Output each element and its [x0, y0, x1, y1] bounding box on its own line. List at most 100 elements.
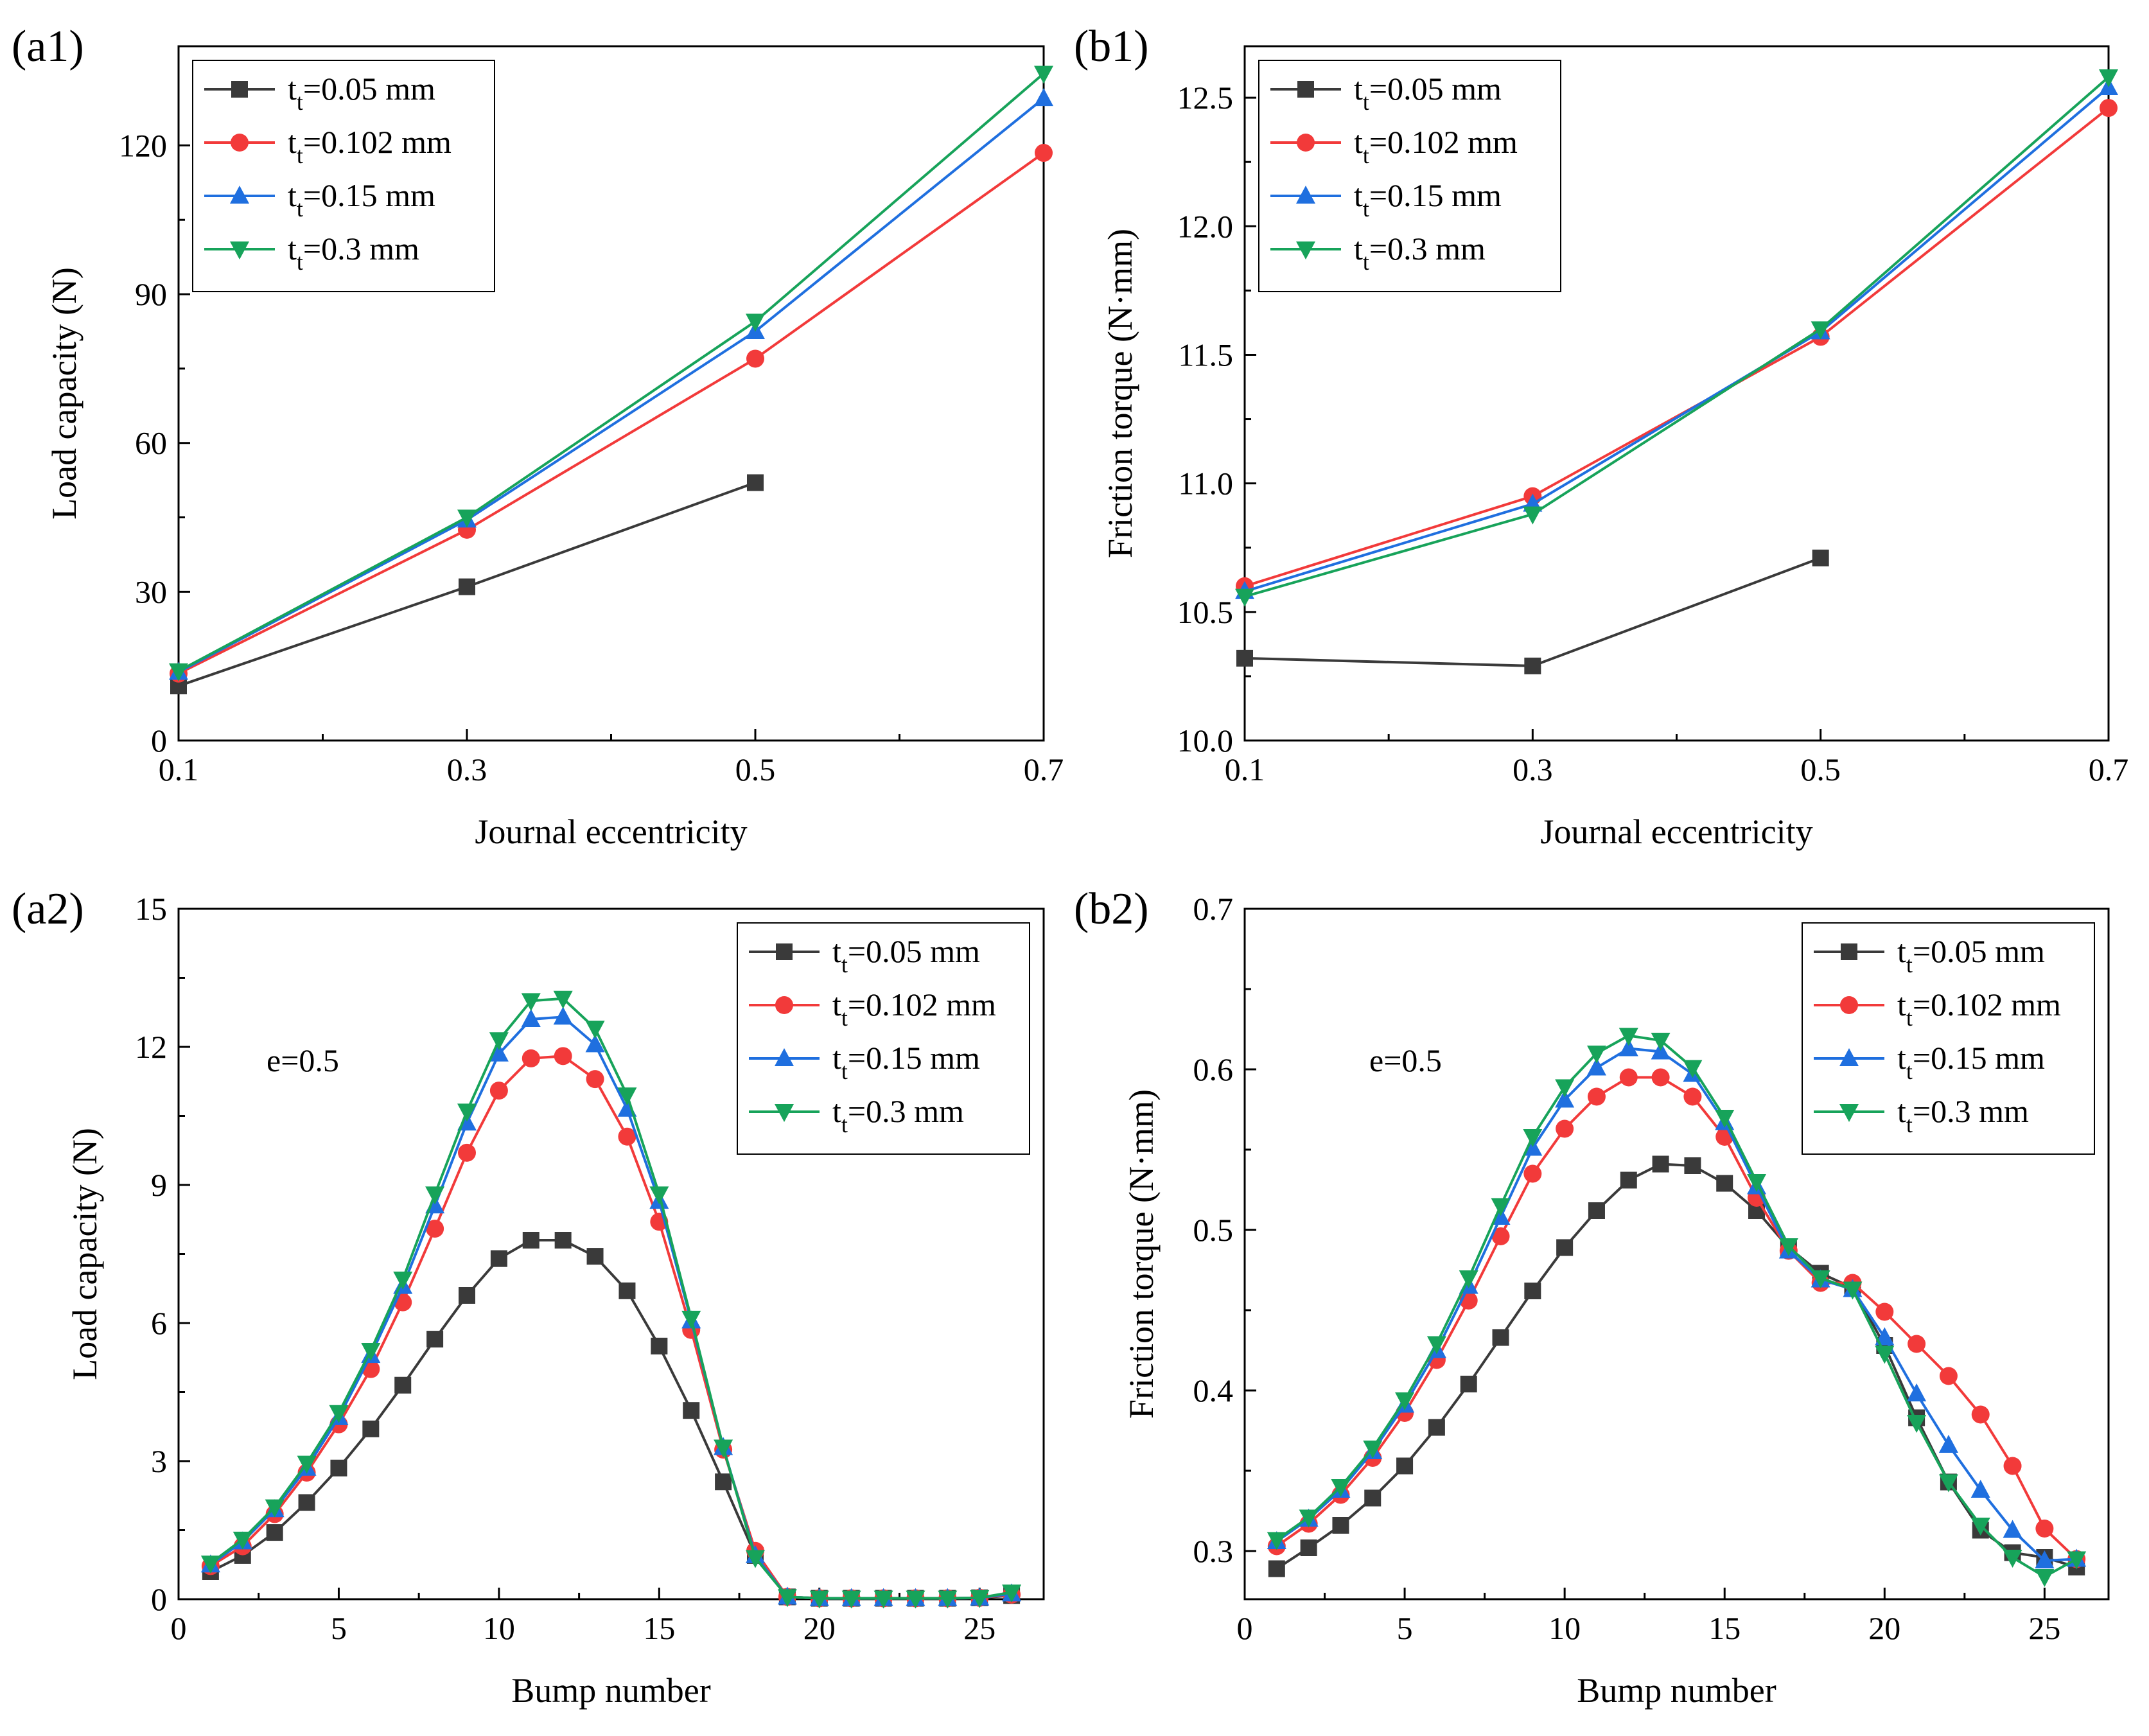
data-point: [1002, 1584, 1022, 1603]
y-tick-label: 3: [151, 1443, 167, 1479]
data-point: [1618, 1028, 1638, 1046]
data-point: [1588, 1202, 1605, 1219]
x-tick-label: 10: [483, 1610, 515, 1646]
y-tick-label: 90: [135, 276, 167, 312]
data-point: [1747, 1174, 1767, 1192]
data-point: [1331, 1479, 1351, 1497]
data-point: [393, 1271, 413, 1290]
legend-marker: [230, 241, 249, 259]
data-point: [1811, 321, 1830, 340]
y-tick-label: 11.5: [1178, 337, 1233, 373]
legend-label: tt=0.05 mm: [288, 71, 435, 115]
legend-label-subscript: t: [1363, 143, 1369, 168]
data-point: [2003, 1520, 2022, 1538]
legend-marker: [775, 996, 793, 1014]
series-line: [178, 152, 1045, 675]
data-point: [1523, 506, 1543, 525]
legend-label-main: t: [1354, 71, 1363, 107]
legend-label-subscript: t: [1363, 196, 1369, 222]
data-point: [618, 1127, 636, 1146]
data-point: [1034, 88, 1053, 107]
legend-label-main: t: [832, 986, 841, 1022]
data-point: [522, 1232, 539, 1249]
data-point: [426, 1220, 444, 1238]
data-point: [1460, 1376, 1477, 1392]
data-point: [553, 1006, 573, 1025]
x-tick-label: 15: [643, 1610, 675, 1646]
data-point: [714, 1439, 733, 1458]
data-point: [2035, 1569, 2055, 1587]
data-point: [1235, 588, 1254, 607]
legend-marker: [231, 134, 249, 152]
data-point: [1618, 1038, 1638, 1057]
data-point: [457, 509, 477, 528]
x-tick-label: 0.1: [1225, 751, 1265, 787]
x-tick-label: 0: [1237, 1610, 1253, 1646]
data-point: [2100, 99, 2118, 118]
data-point: [617, 1087, 637, 1106]
data-point: [2099, 69, 2118, 88]
data-point: [841, 1590, 861, 1609]
legend-label-subscript: t: [1906, 1058, 1913, 1084]
legend-label: tt=0.102 mm: [288, 124, 452, 168]
data-point: [1555, 1079, 1575, 1098]
data-point: [1971, 1405, 1990, 1424]
legend-label-rest: =0.3 mm: [1913, 1093, 2029, 1129]
data-point: [1683, 1087, 1702, 1106]
data-point: [459, 578, 475, 595]
data-point: [521, 993, 541, 1012]
y-tick-label: 60: [135, 425, 167, 461]
data-point: [1843, 1281, 1863, 1300]
panel-a1: (a1) 0.1 0.3 0.5 0.7 0 30 60 90 120 Journal eccent…: [12, 22, 1064, 851]
legend-label-main: t: [288, 71, 297, 107]
y-tick-label: 6: [151, 1305, 167, 1341]
series-line: [1244, 86, 2110, 593]
data-point: [362, 1420, 380, 1437]
y-tick-label: 15: [135, 891, 167, 927]
x-tick-label: 5: [1397, 1610, 1413, 1646]
data-point: [1492, 1329, 1509, 1346]
data-point: [873, 1590, 893, 1609]
data-point: [265, 1499, 285, 1518]
data-point: [746, 349, 764, 368]
y-axis-label: Friction torque (N·mm): [1101, 229, 1139, 558]
legend-label-main: t: [1897, 1040, 1906, 1076]
data-point: [1524, 657, 1541, 674]
x-tick-label: 0.3: [447, 751, 487, 787]
data-point: [297, 1455, 317, 1474]
data-point: [266, 1524, 283, 1541]
data-point: [585, 1021, 605, 1039]
legend-label-rest: =0.05 mm: [1913, 933, 2045, 969]
data-point: [1907, 1415, 1927, 1433]
data-point: [1811, 1270, 1830, 1288]
x-axis-label: Journal eccentricity: [1540, 812, 1812, 851]
data-point: [1364, 1489, 1382, 1507]
data-point: [1875, 1302, 1894, 1321]
legend-label-subscript: t: [841, 1058, 848, 1084]
x-axis-label: Bump number: [511, 1671, 710, 1710]
legend-label-rest: =0.102 mm: [1369, 124, 1518, 160]
y-tick-label: 12.0: [1177, 208, 1234, 244]
legend-label-rest: =0.05 mm: [1369, 71, 1502, 107]
data-point: [1555, 1089, 1575, 1108]
series-line: [1244, 76, 2110, 598]
legend-marker: [1841, 943, 1857, 960]
data-point: [489, 1032, 509, 1051]
y-tick-label: 0.4: [1193, 1372, 1234, 1408]
y-tick-label: 12.5: [1177, 80, 1234, 116]
legend-marker: [775, 1048, 794, 1066]
data-point: [649, 1186, 669, 1205]
data-point: [2003, 1550, 2022, 1568]
legend-label-rest: =0.3 mm: [303, 231, 419, 267]
y-axis-label: Load capacity (N): [66, 1128, 104, 1380]
data-point: [459, 1287, 475, 1304]
data-point: [1586, 1046, 1606, 1064]
data-point: [329, 1405, 349, 1423]
y-tick-label: 10.0: [1177, 723, 1234, 758]
legend-label-subscript: t: [1906, 952, 1913, 978]
series-line: [178, 72, 1045, 672]
legend-label-main: t: [288, 124, 297, 160]
